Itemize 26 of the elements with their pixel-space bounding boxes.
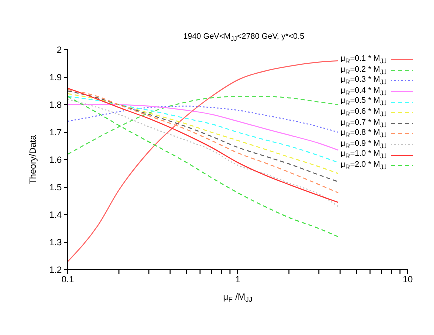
y-tick-label: 1.5: [49, 182, 62, 193]
y-tick-label: 1.8: [49, 100, 62, 110]
y-tick-label: 1.2: [49, 265, 62, 276]
legend-label: μ$_{R}$=0.6 * M$_{JJ}$: [340, 106, 387, 119]
legend-label: μ$_{R}$=0.5 * M$_{JJ}$: [340, 96, 387, 108]
legend-label: μ$_{R}$=0.8 * M$_{JJ}$: [340, 128, 387, 140]
legend-label: μ$_{R}$=1.0 * M$_{JJ}$: [340, 149, 387, 161]
x-tick-label: 0.1: [62, 274, 74, 284]
y-tick-label: 1.3: [49, 238, 62, 248]
chart-title: 1940 GeV<M$_{JJ}$<2780 GeV, y*<0.5: [183, 32, 306, 42]
y-tick-label: 2: [56, 45, 62, 56]
x-tick-label: 10: [402, 274, 414, 284]
y-tick-label: 1.9: [49, 72, 62, 83]
legend-label: μ$_{R}$=0.7 * M$_{JJ}$: [340, 118, 387, 130]
legend-label: μ$_{R}$=0.4 * M$_{JJ}$: [340, 86, 387, 98]
x-axis-title: μ$_{F}$ /M$_{JJ}$: [223, 292, 254, 304]
legend-label: μ$_{R}$=0.2 * M$_{JJ}$: [340, 64, 387, 76]
x-tick-label: 1: [235, 274, 241, 284]
legend-label: μ$_{R}$=0.1 * M$_{JJ}$: [340, 54, 387, 66]
legend-label: μ$_{R}$=2.0 * M$_{JJ}$: [340, 160, 387, 172]
y-tick-label: 1.6: [49, 155, 62, 166]
y-axis-title: Theory/Data: [28, 135, 38, 185]
y-tick-label: 1.4: [49, 210, 62, 220]
y-tick-label: 1.7: [49, 128, 62, 138]
legend-label: μ$_{R}$=0.3 * M$_{JJ}$: [340, 75, 387, 87]
legend-label: μ$_{R}$=0.9 * M$_{JJ}$: [340, 138, 387, 150]
